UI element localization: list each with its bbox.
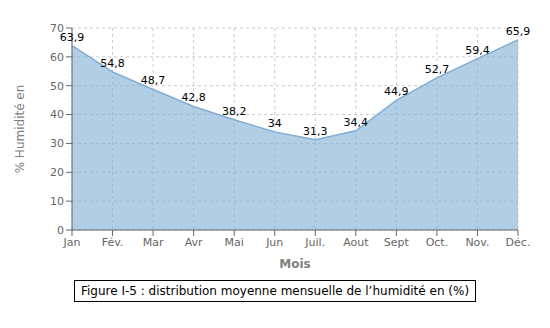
svg-text:70: 70 <box>50 21 64 35</box>
svg-text:38,2: 38,2 <box>222 105 247 118</box>
svg-text:54,8: 54,8 <box>100 57 125 70</box>
svg-text:Nov.: Nov. <box>465 236 489 249</box>
svg-text:31,3: 31,3 <box>303 125 328 138</box>
svg-text:Sept: Sept <box>384 236 410 249</box>
svg-text:44,9: 44,9 <box>384 85 409 98</box>
svg-text:63,9: 63,9 <box>60 31 85 44</box>
svg-text:Oct.: Oct. <box>426 236 449 249</box>
svg-text:30: 30 <box>50 137 64 150</box>
svg-text:Avr: Avr <box>185 236 203 249</box>
svg-text:34,4: 34,4 <box>344 116 369 129</box>
svg-text:Mois: Mois <box>279 257 310 271</box>
svg-text:Aout: Aout <box>343 236 369 249</box>
svg-text:Jun: Jun <box>265 236 283 249</box>
svg-text:40: 40 <box>50 108 64 121</box>
svg-text:0: 0 <box>57 224 64 237</box>
svg-text:% Humidité en: % Humidité en <box>13 85 27 174</box>
svg-text:Jan: Jan <box>63 236 81 249</box>
svg-text:42,8: 42,8 <box>181 91 206 104</box>
svg-text:60: 60 <box>50 51 64 64</box>
svg-text:Fév.: Fév. <box>102 236 124 249</box>
svg-text:Déc.: Déc. <box>506 236 531 249</box>
svg-text:Mar: Mar <box>143 236 164 249</box>
svg-text:50: 50 <box>50 80 64 93</box>
svg-text:65,9: 65,9 <box>506 25 531 38</box>
svg-text:48,7: 48,7 <box>141 74 166 87</box>
svg-text:Mai: Mai <box>225 236 244 249</box>
svg-text:59,4: 59,4 <box>465 44 490 57</box>
svg-text:52,7: 52,7 <box>425 63 450 76</box>
html-text:Figure I-5 : distribution moye: Figure I-5 : distribution moyenne mensue… <box>80 284 470 298</box>
svg-text:34: 34 <box>268 117 282 130</box>
svg-text:20: 20 <box>50 166 64 179</box>
svg-text:Juil.: Juil. <box>304 236 325 249</box>
svg-text:10: 10 <box>50 195 64 208</box>
